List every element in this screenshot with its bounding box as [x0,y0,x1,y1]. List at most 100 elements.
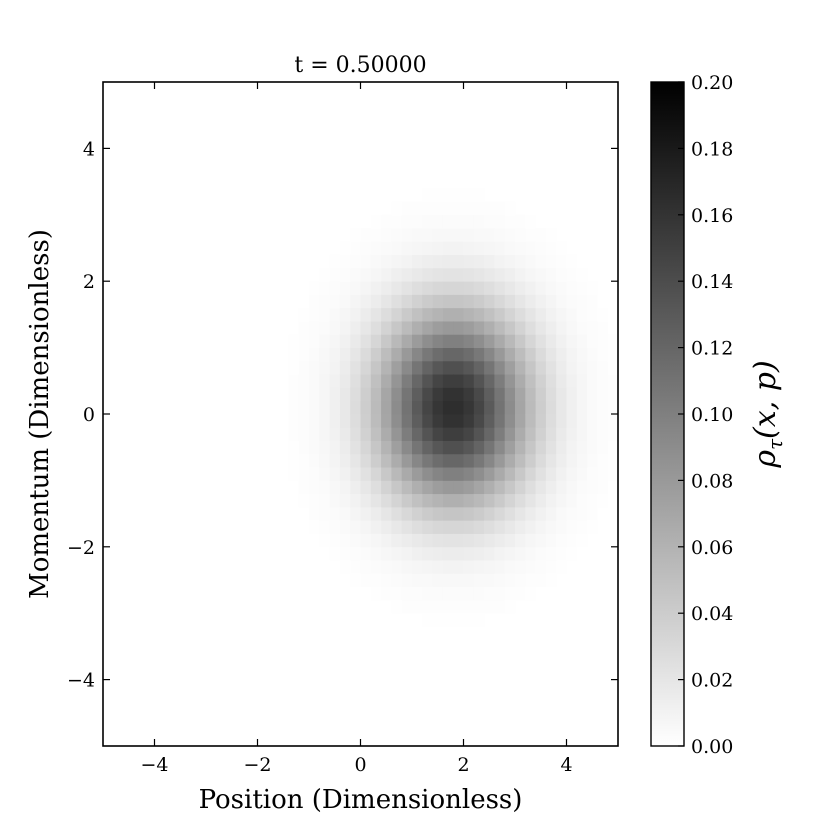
heatmap-cell [381,573,392,588]
heatmap-cell [339,374,351,388]
heatmap-cell [442,400,454,415]
heatmap-cell [515,440,526,455]
heatmap-cell [597,387,609,402]
heatmap-cell [535,400,547,415]
heatmap-cell [401,599,413,614]
heatmap-cell [391,520,403,534]
heatmap-cell [339,467,351,481]
heatmap-cell [339,321,351,335]
x-tick-label: −2 [243,754,271,776]
heatmap-cell [463,228,475,242]
heatmap-cell [381,228,392,242]
colorbar-label-rest: (x, p) [748,360,783,439]
heatmap-cell [350,228,361,242]
heatmap-cell [463,599,475,614]
heatmap-cell [381,586,392,601]
heatmap-cell [432,520,444,534]
heatmap-cell [525,281,536,295]
heatmap-cell [339,414,351,428]
heatmap-cell [412,254,423,269]
heatmap-cell [587,294,598,309]
heatmap-cell [515,254,526,269]
y-tick-label: −4 [67,670,95,692]
heatmap-cell [432,188,444,202]
heatmap-cell [535,453,547,468]
heatmap-cell [535,573,547,588]
heatmap-cell [556,453,567,468]
heatmap-cell [391,267,403,282]
heatmap-cell [412,414,423,428]
heatmap-cell [401,374,413,388]
heatmap-cell [556,387,567,402]
heatmap-cell [422,560,433,574]
heatmap-cell [494,374,506,388]
heatmap-cell [350,241,361,256]
heatmap-cell [298,467,310,481]
heatmap-cell [463,201,475,216]
heatmap-cell [453,241,464,256]
heatmap-cell [525,493,536,508]
heatmap-cell [463,520,475,534]
heatmap-cell [391,427,403,441]
heatmap-cell [535,334,547,348]
heatmap-cell [381,360,392,375]
heatmap-cell [545,400,557,415]
heatmap-cell [607,347,619,362]
heatmap-cell [453,307,464,322]
heatmap-cell [463,347,475,362]
colorbar-tick-label: 0.04 [691,603,733,625]
heatmap-cell [473,546,485,561]
heatmap-cell [535,506,547,521]
y-tick-label: 4 [83,138,95,160]
heatmap-cell [463,321,475,335]
heatmap-cell [453,267,464,282]
heatmap-cell [525,347,536,362]
heatmap-cell [360,506,372,521]
heatmap-cell [422,387,433,402]
heatmap-cell [587,493,598,508]
heatmap-cell [401,414,413,428]
heatmap-cell [422,321,433,335]
heatmap-cell [494,453,506,468]
heatmap-cell [412,241,423,256]
heatmap-cell [432,453,444,468]
heatmap-cell [484,440,495,455]
heatmap-cell [288,374,300,388]
heatmap-cell [463,613,475,627]
heatmap-cell [566,334,578,348]
heatmap-cell [422,307,433,322]
heatmap-cell [401,520,413,534]
heatmap-cell [545,506,557,521]
heatmap-cell [545,414,557,428]
heatmap-cell [319,440,330,455]
heatmap-cell [412,387,423,402]
heatmap-cell [463,374,475,388]
heatmap-cell [473,573,485,588]
heatmap-cell [494,506,506,521]
heatmap-cell [484,281,495,295]
heatmap-cell [535,307,547,322]
heatmap-cell [484,427,495,441]
heatmap-cell [412,214,423,229]
heatmap-cell [370,241,382,256]
heatmap-cell [309,334,320,348]
heatmap-cell [525,467,536,481]
heatmap-cell [597,427,609,441]
heatmap-cell [401,214,413,229]
heatmap-cell [370,307,382,322]
heatmap-cell [442,467,454,481]
heatmap-cell [360,267,372,282]
heatmap-cell [309,440,320,455]
heatmap-cell [515,546,526,561]
heatmap-cell [391,281,403,295]
heatmap-cell [545,321,557,335]
heatmap-cell [453,586,464,601]
heatmap-cell [432,374,444,388]
heatmap-cell [432,586,444,601]
heatmap-cell [329,387,341,402]
heatmap-cell [381,400,392,415]
heatmap-cell [525,321,536,335]
heatmap-cell [453,188,464,202]
heatmap-cell [401,360,413,375]
